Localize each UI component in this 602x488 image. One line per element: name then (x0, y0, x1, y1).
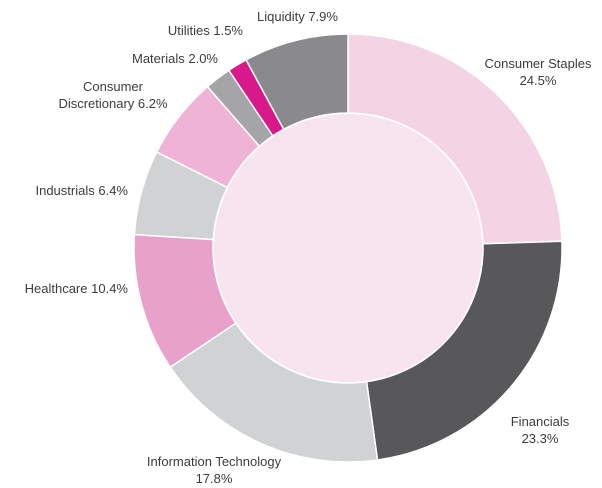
slice-label: Utilities 1.5% (113, 22, 243, 39)
slice-label: Financials 23.3% (470, 413, 602, 447)
donut-slice (245, 33, 349, 131)
slice-name: Liquidity (257, 9, 305, 24)
slice-value: 17.8% (195, 471, 233, 486)
slice-name: Consumer Discretionary (58, 79, 143, 111)
slice-value: 1.5% (213, 23, 243, 38)
slice-label: Consumer Staples 24.5% (468, 55, 602, 89)
slice-label: Information Technology 17.8% (139, 453, 289, 487)
slice-label: Materials 2.0% (88, 50, 218, 67)
donut-slice (347, 33, 563, 245)
slice-value: 23.3% (521, 431, 559, 446)
slice-name: Consumer Staples (484, 56, 592, 71)
donut-hole (214, 114, 482, 382)
slice-name: Healthcare (24, 281, 88, 296)
slice-label: Healthcare 10.4% (0, 280, 128, 297)
slice-name: Industrials (35, 183, 95, 198)
slice-name: Materials (131, 51, 185, 66)
slice-label: Industrials 6.4% (0, 182, 128, 199)
donut-slice (365, 240, 563, 461)
slice-value: 7.9% (308, 9, 338, 24)
slice-label: Liquidity 7.9% (257, 8, 387, 25)
slice-name: Financials (510, 414, 570, 429)
slice-value: 6.4% (98, 183, 128, 198)
slice-label: Consumer Discretionary 6.2% (50, 78, 176, 112)
slice-value: 24.5% (519, 73, 557, 88)
slice-name: Information Technology (146, 454, 282, 469)
slice-value: 10.4% (91, 281, 128, 296)
slice-value: 2.0% (188, 51, 218, 66)
slice-value: 6.2% (137, 96, 168, 111)
slice-name: Utilities (167, 23, 210, 38)
